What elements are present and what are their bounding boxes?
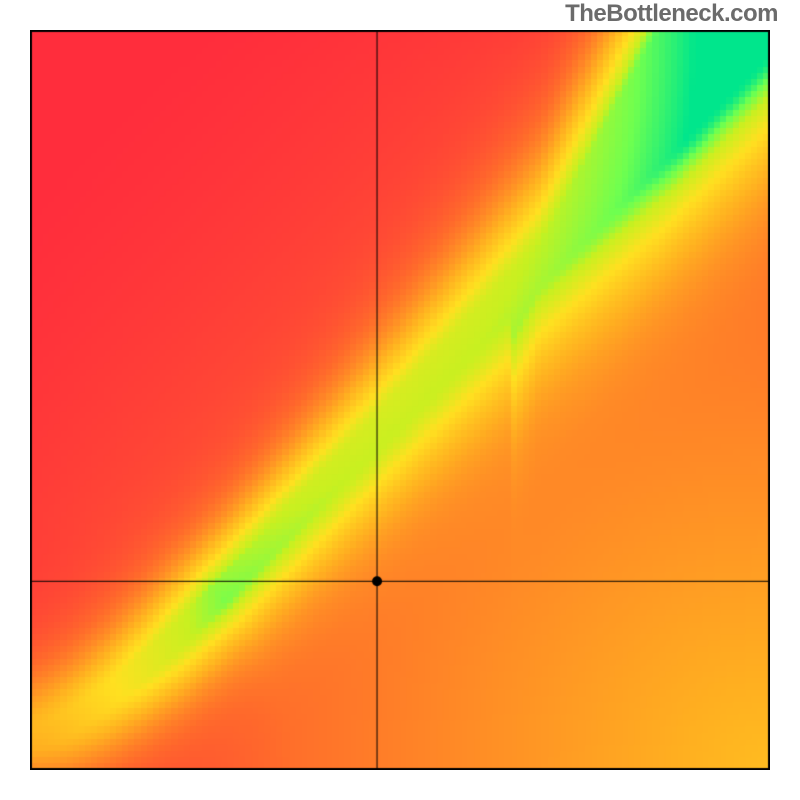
bottleneck-heatmap bbox=[30, 30, 770, 770]
chart-wrapper: TheBottleneck.com bbox=[0, 0, 800, 800]
watermark-text: TheBottleneck.com bbox=[565, 0, 778, 28]
